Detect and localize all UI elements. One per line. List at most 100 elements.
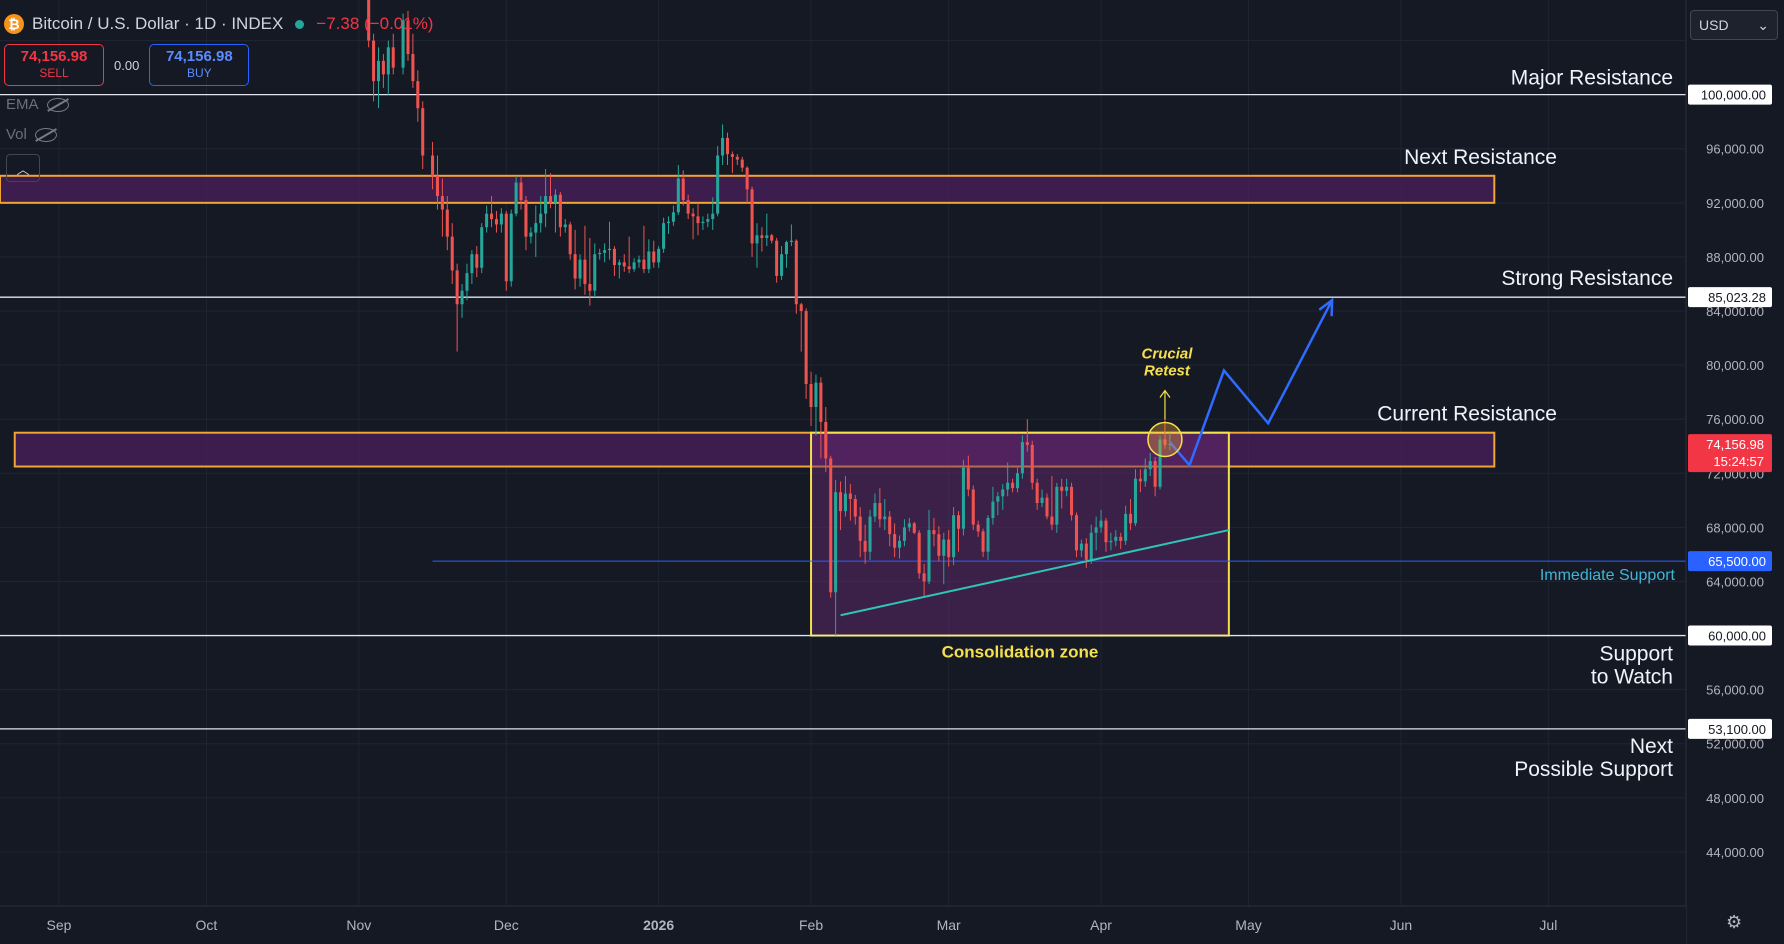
candle[interactable] (1079, 539, 1083, 558)
candle[interactable] (1011, 478, 1015, 493)
candle[interactable] (907, 517, 911, 532)
candle[interactable] (1006, 462, 1010, 497)
last-price-tag[interactable]: 74,156.98 15:24:57 (1688, 434, 1772, 473)
candle[interactable] (1070, 482, 1074, 521)
candle[interactable] (799, 302, 803, 352)
candle[interactable] (603, 243, 607, 263)
candle[interactable] (952, 507, 956, 566)
strong-resistance-price-tag[interactable]: 85,023.28 (1688, 287, 1772, 308)
immediate-support-price-tag[interactable]: 65,500.00 (1688, 551, 1772, 572)
candle[interactable] (912, 521, 916, 535)
candle[interactable] (809, 371, 813, 426)
collapse-legend-button[interactable]: ︿ (6, 154, 40, 182)
candle[interactable] (622, 254, 626, 272)
candle[interactable] (558, 192, 562, 237)
symbol-title[interactable]: Bitcoin / U.S. Dollar · 1D · INDEX (32, 14, 284, 33)
candle[interactable] (1045, 493, 1049, 520)
candle[interactable] (529, 227, 533, 244)
candle[interactable] (1089, 524, 1093, 564)
candle[interactable] (455, 263, 459, 352)
candle[interactable] (440, 178, 444, 237)
candle[interactable] (652, 240, 656, 268)
candle[interactable] (676, 164, 680, 216)
candle[interactable] (578, 254, 582, 287)
candle[interactable] (711, 197, 715, 230)
candle[interactable] (509, 209, 513, 287)
candle[interactable] (421, 101, 425, 170)
candle[interactable] (1074, 512, 1079, 558)
candle[interactable] (681, 170, 685, 206)
candle[interactable] (450, 223, 454, 284)
candle[interactable] (760, 227, 764, 252)
candle[interactable] (922, 563, 926, 598)
candle[interactable] (598, 248, 602, 260)
candle[interactable] (1094, 516, 1098, 551)
gear-icon[interactable]: ⚙ (1726, 912, 1743, 932)
candle[interactable] (583, 225, 587, 295)
candle[interactable] (780, 246, 784, 280)
candle[interactable] (1153, 457, 1157, 497)
candle[interactable] (1060, 478, 1064, 509)
candle[interactable] (730, 151, 734, 174)
candle[interactable] (1050, 475, 1054, 531)
candle[interactable] (1040, 489, 1044, 508)
candle[interactable] (932, 517, 936, 547)
candle[interactable] (381, 54, 385, 88)
major-resistance-price-tag[interactable]: 100,000.00 (1688, 84, 1772, 105)
candle[interactable] (888, 511, 892, 547)
candle[interactable] (617, 259, 621, 279)
eye-off-icon[interactable] (34, 127, 57, 142)
candle[interactable] (411, 33, 415, 88)
candle[interactable] (391, 33, 395, 75)
candle[interactable] (460, 283, 464, 318)
candle[interactable] (696, 202, 700, 236)
candle[interactable] (775, 237, 779, 283)
candle[interactable] (770, 233, 774, 244)
currency-select[interactable]: USD ⌄ (1690, 10, 1778, 40)
candle[interactable] (1133, 469, 1137, 527)
candle[interactable] (991, 486, 995, 525)
candle[interactable] (691, 208, 695, 240)
candle[interactable] (1104, 517, 1108, 552)
candle[interactable] (647, 239, 651, 274)
candle[interactable] (480, 223, 484, 274)
candle[interactable] (445, 196, 449, 251)
candle[interactable] (435, 155, 439, 210)
candle[interactable] (829, 455, 833, 598)
candle[interactable] (1099, 509, 1103, 533)
candle[interactable] (593, 243, 597, 298)
candle[interactable] (819, 377, 823, 459)
support-to-watch-price-tag[interactable]: 60,000.00 (1688, 625, 1772, 646)
candle[interactable] (1158, 435, 1162, 490)
candle[interactable] (937, 526, 941, 562)
candle[interactable] (1129, 498, 1133, 531)
candle[interactable] (814, 374, 818, 436)
candle[interactable] (971, 485, 975, 531)
candle[interactable] (784, 240, 788, 268)
candle[interactable] (563, 219, 567, 233)
candle[interactable] (524, 196, 528, 251)
candle[interactable] (765, 213, 769, 247)
candle[interactable] (843, 475, 847, 517)
candle[interactable] (740, 156, 744, 172)
candle[interactable] (376, 47, 381, 109)
candle[interactable] (1030, 440, 1034, 490)
candle[interactable] (504, 210, 508, 291)
candle[interactable] (386, 40, 390, 95)
candle[interactable] (1124, 505, 1128, 545)
price-axis[interactable]: 44,000.00 48,000.00 52,000.00 56,000.00 60,0… (1685, 0, 1784, 944)
candle[interactable] (1020, 435, 1024, 479)
candle[interactable] (858, 507, 862, 558)
candle[interactable] (947, 530, 951, 567)
candle[interactable] (735, 154, 739, 165)
candle[interactable] (755, 223, 759, 268)
candle[interactable] (534, 205, 538, 257)
candle[interactable] (961, 459, 965, 536)
candle[interactable] (671, 205, 675, 226)
eye-off-icon[interactable] (46, 97, 69, 112)
candle[interactable] (839, 481, 843, 531)
sell-button[interactable]: 74,156.98 SELL (4, 44, 104, 86)
next-possible-support-price-tag[interactable]: 53,100.00 (1688, 718, 1772, 739)
candle[interactable] (1138, 469, 1142, 493)
candle[interactable] (657, 246, 661, 268)
